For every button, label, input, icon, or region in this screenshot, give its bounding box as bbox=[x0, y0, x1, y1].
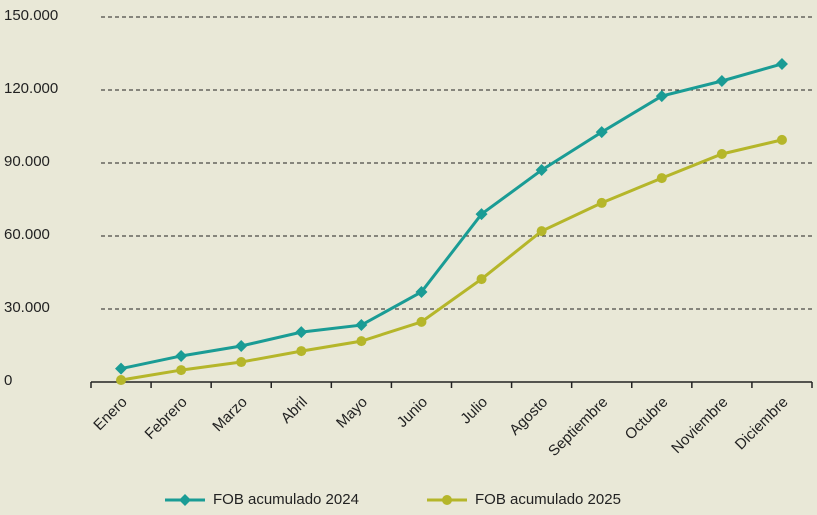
legend-item: FOB acumulado 2025 bbox=[427, 491, 621, 508]
legend-label: FOB acumulado 2024 bbox=[213, 491, 359, 508]
point bbox=[775, 57, 788, 70]
point bbox=[655, 90, 668, 103]
point bbox=[115, 362, 128, 375]
x-tick-label: Junio bbox=[394, 394, 431, 431]
series-line bbox=[120, 138, 783, 382]
legend-label: FOB acumulado 2025 bbox=[475, 491, 621, 508]
x-tick-label: Noviembre bbox=[668, 394, 731, 457]
legend-marker bbox=[179, 494, 191, 506]
point bbox=[116, 375, 127, 386]
point bbox=[415, 285, 428, 298]
x-tick-label: Enero bbox=[90, 394, 130, 434]
point bbox=[656, 173, 667, 184]
point bbox=[595, 126, 608, 139]
x-tick-label: Julio bbox=[457, 394, 491, 428]
y-tick-label: 0 bbox=[4, 372, 12, 389]
point bbox=[176, 365, 187, 376]
y-tick-label: 60.000 bbox=[4, 226, 50, 243]
x-tick-label: Octubre bbox=[622, 394, 672, 444]
point bbox=[776, 134, 787, 145]
x-tick-label: Mayo bbox=[333, 394, 371, 432]
x-tick-label: Agosto bbox=[506, 394, 551, 439]
legend-item: FOB acumulado 2024 bbox=[165, 491, 359, 508]
point bbox=[536, 226, 547, 237]
y-tick-label: 120.000 bbox=[4, 80, 58, 97]
x-tick-label: Abril bbox=[278, 394, 311, 427]
point bbox=[716, 148, 727, 159]
series bbox=[116, 134, 787, 386]
point bbox=[356, 336, 367, 347]
y-tick-label: 150.000 bbox=[4, 7, 58, 24]
x-tick-label: Febrero bbox=[142, 394, 191, 443]
series-line bbox=[120, 62, 783, 371]
series bbox=[115, 57, 788, 375]
y-tick-label: 30.000 bbox=[4, 299, 50, 316]
point bbox=[416, 316, 427, 327]
x-tick-label: Diciembre bbox=[732, 394, 792, 454]
x-tick-label: Marzo bbox=[209, 394, 250, 435]
point bbox=[596, 197, 607, 208]
point bbox=[295, 326, 308, 339]
x-tick-label: Septiembre bbox=[545, 394, 611, 460]
point bbox=[476, 274, 487, 285]
point bbox=[355, 319, 368, 332]
point bbox=[715, 74, 728, 87]
legend-marker bbox=[442, 495, 452, 505]
point bbox=[175, 349, 188, 362]
y-tick-label: 90.000 bbox=[4, 153, 50, 170]
point bbox=[535, 164, 548, 177]
point bbox=[296, 346, 307, 357]
point bbox=[236, 357, 247, 368]
point bbox=[475, 208, 488, 221]
point bbox=[235, 339, 248, 352]
